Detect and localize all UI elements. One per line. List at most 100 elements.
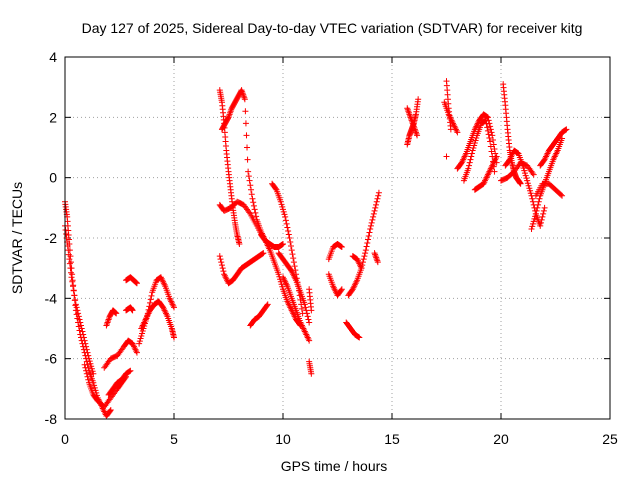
data-point bbox=[88, 365, 95, 372]
series-arc32 bbox=[443, 153, 450, 160]
data-point bbox=[280, 208, 287, 215]
series-arc1 bbox=[62, 198, 114, 419]
data-point bbox=[285, 227, 292, 234]
series-arc24 bbox=[343, 319, 363, 341]
data-point bbox=[355, 334, 362, 341]
series-arc39 bbox=[528, 135, 566, 232]
data-point bbox=[75, 310, 82, 317]
data-point bbox=[483, 120, 490, 127]
data-point bbox=[373, 201, 380, 208]
data-point bbox=[514, 150, 521, 157]
data-point bbox=[259, 250, 266, 257]
data-point bbox=[286, 235, 293, 241]
data-point bbox=[466, 162, 473, 169]
series-arc25 bbox=[345, 189, 382, 299]
series-arc2 bbox=[62, 222, 97, 377]
x-tick-label: 20 bbox=[493, 431, 509, 447]
series-arc9 bbox=[138, 298, 177, 341]
data-point bbox=[264, 302, 271, 309]
data-point bbox=[129, 307, 136, 314]
data-point bbox=[244, 156, 251, 163]
data-point bbox=[137, 335, 144, 342]
data-point bbox=[139, 330, 146, 337]
data-point bbox=[287, 239, 294, 246]
data-point bbox=[87, 360, 94, 367]
data-point bbox=[64, 243, 71, 250]
data-point bbox=[65, 247, 72, 254]
data-point bbox=[83, 367, 90, 374]
series-arc38 bbox=[498, 159, 537, 184]
y-tick-label: -4 bbox=[45, 290, 58, 306]
data-point bbox=[280, 206, 286, 213]
data-point bbox=[68, 274, 75, 281]
data-point bbox=[447, 126, 454, 133]
data-point bbox=[220, 268, 227, 275]
data-point bbox=[486, 134, 493, 141]
data-point bbox=[492, 150, 499, 157]
data-point bbox=[370, 210, 377, 217]
data-point bbox=[562, 126, 569, 133]
data-point bbox=[486, 120, 493, 127]
data-point bbox=[374, 259, 381, 266]
plot-frame bbox=[64, 56, 611, 420]
data-point bbox=[73, 304, 80, 311]
data-point bbox=[289, 251, 296, 258]
data-point bbox=[525, 182, 532, 189]
data-point bbox=[71, 292, 78, 299]
data-point bbox=[529, 198, 536, 205]
data-point bbox=[361, 253, 368, 260]
data-point bbox=[66, 260, 73, 267]
series-arc22 bbox=[325, 241, 345, 263]
data-point bbox=[530, 218, 537, 225]
data-point bbox=[471, 139, 478, 146]
data-point bbox=[484, 124, 491, 131]
data-point bbox=[236, 241, 243, 248]
data-point bbox=[561, 127, 568, 134]
data-point bbox=[83, 343, 90, 350]
data-point bbox=[443, 153, 450, 160]
x-tick-label: 10 bbox=[275, 431, 291, 447]
data-point bbox=[469, 147, 476, 154]
data-point bbox=[338, 286, 345, 293]
data-point bbox=[523, 175, 530, 182]
data-point bbox=[287, 267, 294, 274]
data-point bbox=[66, 256, 73, 263]
data-point bbox=[362, 250, 369, 257]
data-point bbox=[284, 224, 291, 231]
series-arc14 bbox=[216, 198, 267, 241]
data-point bbox=[527, 187, 534, 194]
data-point bbox=[367, 225, 374, 232]
data-point bbox=[248, 186, 255, 193]
data-point bbox=[77, 322, 84, 329]
data-point bbox=[258, 251, 265, 258]
data-point bbox=[458, 160, 465, 167]
data-point bbox=[285, 231, 292, 238]
data-point bbox=[489, 132, 496, 139]
y-axis-ticks: -8 -6 -4 -2 0 2 4 bbox=[45, 49, 610, 427]
data-point bbox=[252, 209, 259, 216]
data-point bbox=[218, 259, 225, 266]
data-point bbox=[540, 210, 547, 217]
data-point bbox=[535, 198, 542, 205]
y-tick-label: 0 bbox=[49, 170, 57, 186]
y-tick-label: 2 bbox=[49, 109, 57, 125]
data-point bbox=[517, 180, 524, 187]
data-point bbox=[540, 207, 547, 214]
data-point bbox=[83, 370, 90, 377]
data-point bbox=[76, 316, 83, 323]
data-point bbox=[89, 368, 96, 375]
data-point bbox=[467, 156, 474, 163]
data-point bbox=[363, 243, 370, 250]
data-point bbox=[303, 310, 310, 317]
series-arc23 bbox=[325, 271, 345, 299]
data-point bbox=[279, 283, 286, 290]
data-point bbox=[524, 177, 531, 184]
data-point bbox=[529, 223, 536, 230]
data-point bbox=[471, 142, 478, 149]
series-arc13 bbox=[216, 250, 267, 287]
data-point bbox=[69, 271, 76, 278]
data-point bbox=[224, 115, 231, 122]
data-point bbox=[375, 189, 382, 196]
data-point bbox=[491, 146, 498, 153]
